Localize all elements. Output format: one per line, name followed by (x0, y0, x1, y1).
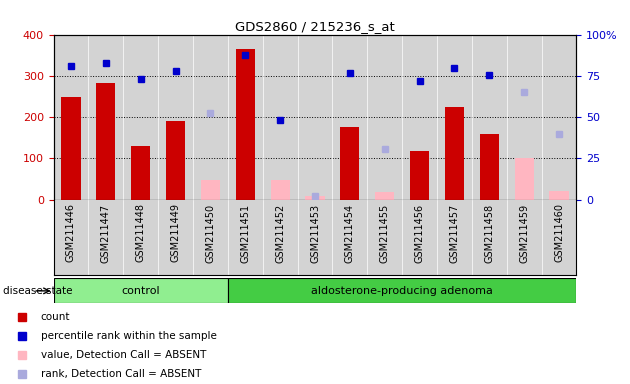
Bar (61, 97, 81, 200)
Bar (340, 127, 360, 200)
Bar (306, 195, 324, 200)
Bar (479, 134, 499, 200)
Text: GSM211454: GSM211454 (345, 204, 355, 263)
Text: GSM211446: GSM211446 (66, 204, 76, 262)
Text: GSM211451: GSM211451 (240, 204, 250, 263)
Bar (131, 146, 151, 200)
Text: GSM211453: GSM211453 (310, 204, 320, 263)
Text: GSM211450: GSM211450 (205, 204, 215, 263)
Text: rank, Detection Call = ABSENT: rank, Detection Call = ABSENT (40, 369, 201, 379)
Text: GSM211447: GSM211447 (101, 204, 111, 263)
Bar (236, 49, 255, 200)
Text: control: control (122, 286, 160, 296)
Text: count: count (40, 312, 70, 322)
Text: GSM211460: GSM211460 (554, 204, 564, 262)
Bar (515, 157, 534, 200)
Text: GSM211459: GSM211459 (519, 204, 529, 263)
Text: GSM211449: GSM211449 (171, 204, 181, 262)
Bar (166, 121, 185, 200)
Text: GSM211457: GSM211457 (449, 204, 459, 263)
Bar (549, 190, 569, 200)
Text: GSM211452: GSM211452 (275, 204, 285, 263)
Text: percentile rank within the sample: percentile rank within the sample (40, 331, 217, 341)
Text: GSM211455: GSM211455 (380, 204, 390, 263)
Text: value, Detection Call = ABSENT: value, Detection Call = ABSENT (40, 350, 206, 360)
Bar (375, 192, 394, 200)
Bar (228, 278, 576, 303)
Bar (201, 180, 220, 200)
Bar (270, 180, 290, 200)
Text: GSM211456: GSM211456 (415, 204, 425, 263)
Bar (96, 83, 115, 200)
Text: aldosterone-producing adenoma: aldosterone-producing adenoma (311, 286, 493, 296)
Text: disease state: disease state (3, 286, 72, 296)
Text: GSM211458: GSM211458 (484, 204, 495, 263)
Bar (445, 107, 464, 200)
Text: GSM211448: GSM211448 (135, 204, 146, 262)
Bar (54, 278, 228, 303)
Title: GDS2860 / 215236_s_at: GDS2860 / 215236_s_at (235, 20, 395, 33)
Bar (410, 151, 429, 200)
